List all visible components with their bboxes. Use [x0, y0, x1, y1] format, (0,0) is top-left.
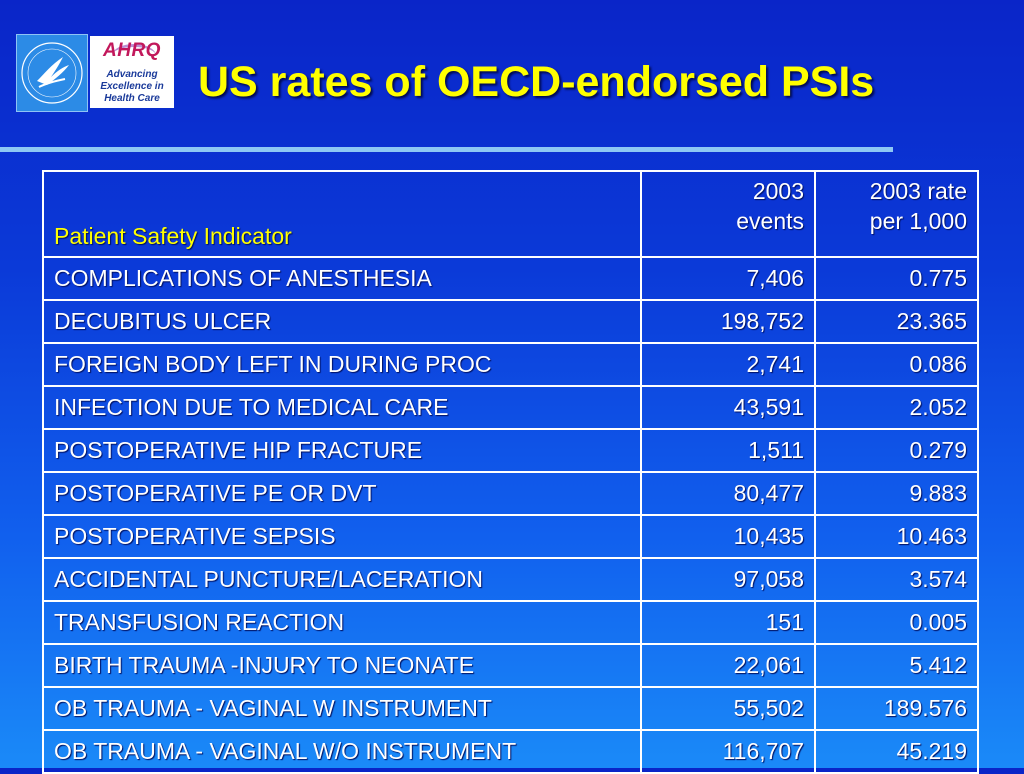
events-value: 43,591 — [640, 385, 816, 430]
header-indicator: Patient Safety Indicator — [42, 170, 642, 258]
events-value: 7,406 — [640, 256, 816, 301]
events-value: 97,058 — [640, 557, 816, 602]
header-events: 2003 events — [640, 170, 816, 258]
events-value: 55,502 — [640, 686, 816, 731]
events-value: 1,511 — [640, 428, 816, 473]
indicator-name: DECUBITUS ULCER — [42, 299, 642, 344]
header-events-line: events — [736, 208, 804, 234]
table-row: COMPLICATIONS OF ANESTHESIA 7,406 0.775 — [42, 256, 979, 301]
header-rate: 2003 rate per 1,000 — [814, 170, 979, 258]
table-row: POSTOPERATIVE PE OR DVT 80,477 9.883 — [42, 471, 979, 516]
hhs-eagle-seal-icon — [21, 42, 83, 104]
rate-value: 189.576 — [814, 686, 979, 731]
table-header-row: Patient Safety Indicator 2003 events 200… — [42, 170, 979, 258]
indicator-name: ACCIDENTAL PUNCTURE/LACERATION — [42, 557, 642, 602]
ahrq-tagline-line: Health Care — [104, 93, 160, 104]
rate-value: 0.775 — [814, 256, 979, 301]
events-value: 151 — [640, 600, 816, 645]
table-row: BIRTH TRAUMA -INJURY TO NEONATE 22,061 5… — [42, 643, 979, 688]
indicator-name: POSTOPERATIVE HIP FRACTURE — [42, 428, 642, 473]
indicator-name: COMPLICATIONS OF ANESTHESIA — [42, 256, 642, 301]
table-row: DECUBITUS ULCER 198,752 23.365 — [42, 299, 979, 344]
indicator-name: TRANSFUSION REACTION — [42, 600, 642, 645]
title-divider — [0, 147, 893, 152]
table-row: FOREIGN BODY LEFT IN DURING PROC 2,741 0… — [42, 342, 979, 387]
rate-value: 9.883 — [814, 471, 979, 516]
events-value: 22,061 — [640, 643, 816, 688]
ahrq-tagline: Advancing Excellence in Health Care — [90, 69, 174, 105]
events-value: 10,435 — [640, 514, 816, 559]
events-value: 2,741 — [640, 342, 816, 387]
ahrq-tagline-line: Advancing — [106, 69, 158, 80]
rate-value: 0.279 — [814, 428, 979, 473]
table-row: ACCIDENTAL PUNCTURE/LACERATION 97,058 3.… — [42, 557, 979, 602]
rate-value: 0.086 — [814, 342, 979, 387]
indicator-name: FOREIGN BODY LEFT IN DURING PROC — [42, 342, 642, 387]
ahrq-tagline-line: Excellence in — [100, 81, 164, 92]
events-value: 198,752 — [640, 299, 816, 344]
rate-value: 10.463 — [814, 514, 979, 559]
header-events-line: 2003 — [752, 178, 804, 204]
table-row: POSTOPERATIVE HIP FRACTURE 1,511 0.279 — [42, 428, 979, 473]
slide-title: US rates of OECD-endorsed PSIs — [198, 58, 875, 106]
rate-value: 0.005 — [814, 600, 979, 645]
indicator-name: OB TRAUMA - VAGINAL W INSTRUMENT — [42, 686, 642, 731]
table-row: INFECTION DUE TO MEDICAL CARE 43,591 2.0… — [42, 385, 979, 430]
rate-value: 3.574 — [814, 557, 979, 602]
events-value: 80,477 — [640, 471, 816, 516]
ahrq-logo: AHRQ Advancing Excellence in Health Care — [90, 36, 174, 108]
hhs-logo — [16, 34, 88, 112]
indicator-name: BIRTH TRAUMA -INJURY TO NEONATE — [42, 643, 642, 688]
rate-value: 23.365 — [814, 299, 979, 344]
rate-value: 5.412 — [814, 643, 979, 688]
header-rate-line: per 1,000 — [869, 208, 967, 234]
ahrq-swoosh-icon — [112, 44, 156, 67]
psi-table: Patient Safety Indicator 2003 events 200… — [42, 170, 979, 774]
table-row: OB TRAUMA - VAGINAL W INSTRUMENT 55,502 … — [42, 686, 979, 731]
table-row: TRANSFUSION REACTION 151 0.005 — [42, 600, 979, 645]
ahrq-brand-text: AHRQ — [103, 40, 161, 61]
indicator-name: INFECTION DUE TO MEDICAL CARE — [42, 385, 642, 430]
header-rate-line: 2003 rate — [869, 178, 967, 204]
rate-value: 45.219 — [814, 729, 979, 774]
indicator-name: POSTOPERATIVE PE OR DVT — [42, 471, 642, 516]
rate-value: 2.052 — [814, 385, 979, 430]
events-value: 116,707 — [640, 729, 816, 774]
table-row: POSTOPERATIVE SEPSIS 10,435 10.463 — [42, 514, 979, 559]
indicator-name: POSTOPERATIVE SEPSIS — [42, 514, 642, 559]
table-row: OB TRAUMA - VAGINAL W/O INSTRUMENT 116,7… — [42, 729, 979, 774]
indicator-name: OB TRAUMA - VAGINAL W/O INSTRUMENT — [42, 729, 642, 774]
